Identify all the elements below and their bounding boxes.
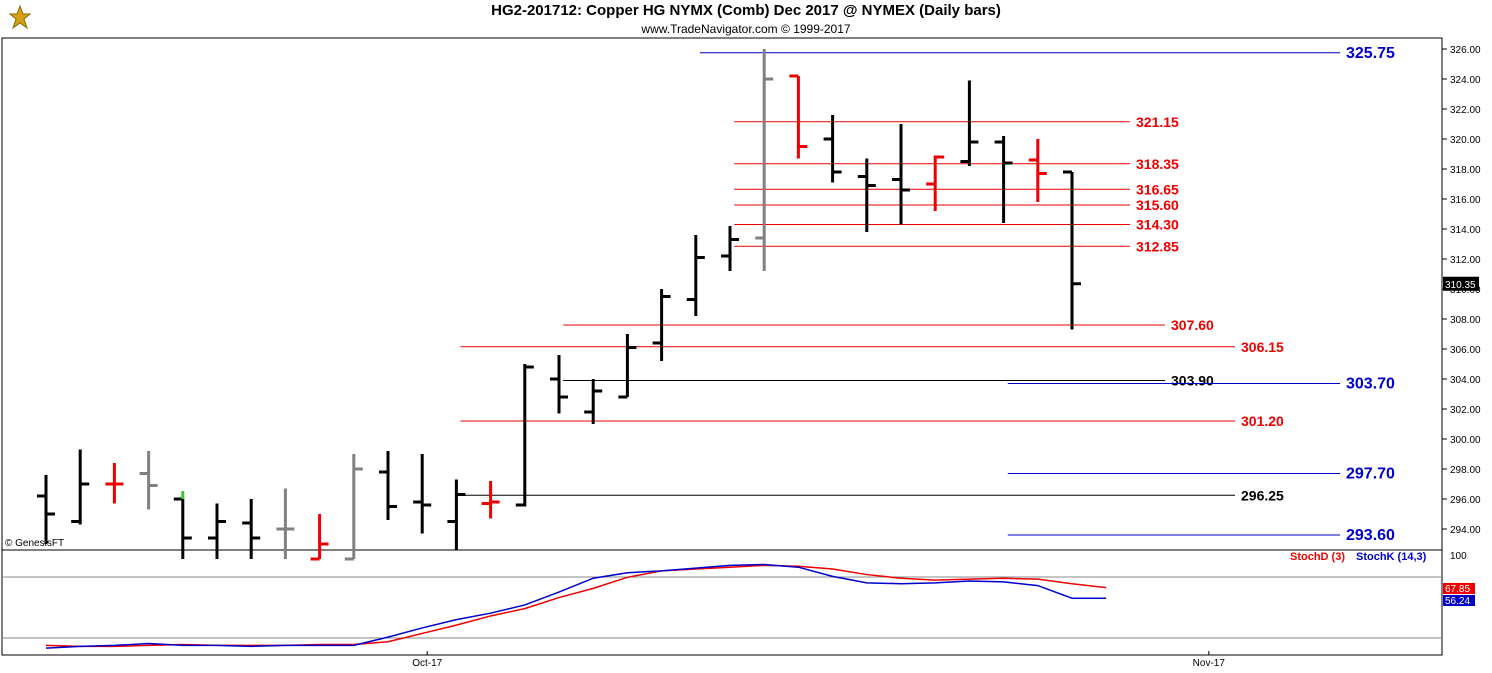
price-tick-label: 324.00 bbox=[1450, 75, 1481, 86]
price-bar bbox=[208, 503, 226, 559]
price-axis: 326.00 324.00 322.00 320.00 318.00 316.00 314.… bbox=[1442, 45, 1481, 536]
price-tick-label: 304.00 bbox=[1450, 375, 1481, 386]
price-tick-label: 320.00 bbox=[1450, 135, 1481, 146]
stoch-d-value: 67.85 bbox=[1445, 584, 1470, 595]
level-label: 315.60 bbox=[1136, 197, 1179, 213]
price-bar bbox=[823, 115, 842, 183]
price-bar bbox=[1028, 139, 1047, 202]
level-label: 312.85 bbox=[1136, 238, 1179, 254]
price-bar bbox=[686, 235, 705, 316]
price-bar bbox=[892, 124, 910, 225]
osc-axis-label: 100 bbox=[1450, 551, 1467, 562]
price-bars bbox=[37, 49, 1081, 561]
plot-border bbox=[1, 37, 1443, 656]
chart-frame: © GenesisFT bbox=[1, 37, 1443, 656]
level-label: 297.70 bbox=[1346, 466, 1395, 483]
price-tick-label: 298.00 bbox=[1450, 465, 1481, 476]
price-bar bbox=[242, 499, 261, 559]
price-bar bbox=[105, 463, 124, 504]
price-bar bbox=[721, 226, 739, 271]
last-price-box bbox=[1443, 276, 1479, 291]
price-bar bbox=[310, 514, 329, 561]
price-tick-label: 306.00 bbox=[1450, 345, 1481, 356]
price-bar bbox=[926, 155, 945, 211]
stoch-k-line bbox=[45, 563, 1107, 649]
price-bar bbox=[857, 158, 876, 232]
price-bar bbox=[618, 334, 637, 399]
price-bar bbox=[71, 449, 90, 525]
stoch-d-box bbox=[1443, 583, 1475, 594]
price-tick-label: 314.00 bbox=[1450, 225, 1481, 236]
chart-subtitle: www.TradeNavigator.com © 1999-2017 bbox=[641, 22, 851, 36]
last-price-label: 310.35 bbox=[1445, 280, 1476, 291]
price-bar bbox=[652, 289, 671, 361]
price-bar bbox=[139, 451, 158, 510]
watermark-label: © GenesisFT bbox=[5, 538, 64, 549]
chart-title: HG2-201712: Copper HG NYMX (Comb) Dec 20… bbox=[491, 2, 1001, 19]
level-label: 314.30 bbox=[1136, 217, 1179, 233]
level-label: 296.25 bbox=[1241, 487, 1284, 503]
price-bar bbox=[550, 355, 568, 414]
stoch-k-box bbox=[1443, 595, 1475, 606]
level-label: 316.65 bbox=[1136, 181, 1179, 197]
price-bar bbox=[1063, 170, 1081, 330]
price-bar bbox=[789, 74, 808, 159]
level-label: 307.60 bbox=[1171, 317, 1214, 333]
level-label: 325.75 bbox=[1346, 45, 1395, 62]
level-label: 306.15 bbox=[1241, 339, 1284, 355]
trade-navigator-logo-icon bbox=[8, 4, 32, 30]
price-bar bbox=[584, 379, 603, 424]
price-tick-label: 300.00 bbox=[1450, 435, 1481, 446]
price-bar bbox=[276, 488, 295, 559]
price-tick-label: 294.00 bbox=[1450, 525, 1481, 536]
price-bar bbox=[379, 451, 397, 520]
level-label: 303.90 bbox=[1171, 373, 1214, 389]
price-tick-label: 326.00 bbox=[1450, 45, 1481, 56]
osc-legend-label: StochK (14,3) bbox=[1356, 551, 1427, 563]
price-tick-label: 308.00 bbox=[1450, 315, 1481, 326]
price-bar bbox=[173, 491, 192, 559]
price-tick-label: 316.00 bbox=[1450, 195, 1481, 206]
price-bar bbox=[960, 80, 979, 166]
level-label: 318.35 bbox=[1136, 156, 1179, 172]
osc-legend-label: StochD (3) bbox=[1290, 551, 1345, 563]
price-bar bbox=[994, 136, 1013, 223]
price-bar bbox=[413, 454, 432, 534]
level-label: 293.60 bbox=[1346, 527, 1395, 544]
level-label: 321.15 bbox=[1136, 114, 1179, 130]
level-label: 303.70 bbox=[1346, 376, 1395, 393]
price-tick-label: 312.00 bbox=[1450, 255, 1481, 266]
price-tick-label: 318.00 bbox=[1450, 165, 1481, 176]
stoch-k-value: 56.24 bbox=[1445, 596, 1470, 607]
stoch-d-line bbox=[45, 564, 1107, 648]
price-tick-label: 296.00 bbox=[1450, 495, 1481, 506]
price-bar bbox=[515, 364, 534, 507]
price-bar bbox=[481, 481, 500, 519]
time-axis: Oct-17 Nov-17 bbox=[412, 651, 1225, 669]
time-tick-label: Oct-17 bbox=[412, 658, 442, 669]
price-bar bbox=[344, 454, 363, 561]
price-tick-label: 302.00 bbox=[1450, 405, 1481, 416]
price-bar bbox=[37, 475, 55, 544]
price-bar bbox=[447, 479, 466, 550]
price-bar bbox=[755, 49, 774, 271]
price-tick-label: 322.00 bbox=[1450, 105, 1481, 116]
level-label: 301.20 bbox=[1241, 413, 1284, 429]
time-tick-label: Nov-17 bbox=[1193, 658, 1226, 669]
